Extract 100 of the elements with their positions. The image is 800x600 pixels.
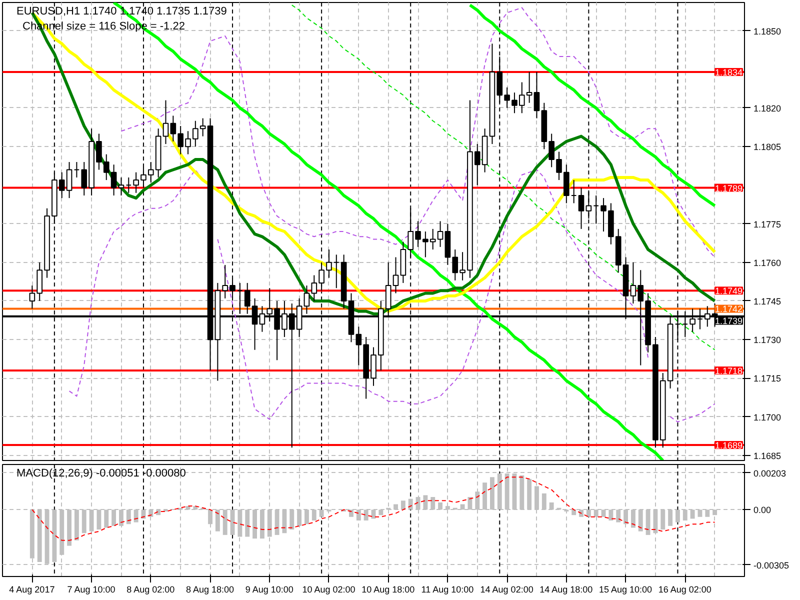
bar [490,477,494,510]
bar [400,500,406,510]
x-tick-label: 4 Aug 2017 [9,584,55,594]
bar [148,510,154,517]
bar [408,498,413,510]
bar [222,510,228,535]
bar [586,510,591,517]
candlestick [74,162,80,178]
bar [215,510,220,532]
bar [319,510,324,517]
ref-line-label: 1.1834 [714,67,743,78]
bar [260,510,264,539]
bar [608,510,614,520]
x-tick-label: 10 Aug 18:00 [362,584,415,594]
bar [579,510,584,517]
candlestick [126,176,132,194]
bar [624,510,628,524]
y-tick-label: 1.1760 [754,258,782,268]
candlestick [118,176,124,196]
bar [349,510,354,517]
bar [118,510,124,526]
bar [668,510,673,526]
ref-line-label: 1.1739 [714,316,743,326]
x-tick-label: 14 Aug 18:00 [540,584,593,594]
bar [460,504,465,510]
y-tick-label: 1.1685 [754,450,782,461]
ref-line-label: 1.1789 [714,183,743,194]
bar [542,493,546,510]
bar [527,478,532,510]
chart-title: MACD(12,26,9) -0.00051 -0.00080 [16,468,186,480]
bar [230,510,235,535]
bar [274,510,280,535]
y-tick-label: -0.00305 [754,560,790,570]
x-tick-label: 7 Aug 10:00 [67,584,116,594]
bar [74,510,79,540]
y-tick-label: 1.1730 [754,335,782,346]
bar [534,486,539,510]
bar [438,502,443,510]
bar [549,502,554,510]
bar [67,510,72,546]
bar [312,510,316,520]
line-series [468,4,716,208]
y-tick-label: 1.1745 [754,296,782,306]
x-tick-label: 11 Aug 10:00 [421,584,474,594]
bar [646,510,650,535]
x-tick-label: 10 Aug 02:00 [302,584,356,594]
ref-line-label: 1.1689 [714,440,743,451]
bar [423,495,428,510]
bar [82,510,86,534]
bar [468,497,472,510]
bar [245,510,250,537]
bar [112,510,116,526]
bar [430,497,436,510]
bar [682,510,688,520]
bar [37,510,42,562]
bar [267,510,272,537]
bar [304,510,309,524]
bar [594,510,598,517]
y-tick-label: 1.1805 [754,142,782,152]
bar [638,510,643,532]
bar [475,492,480,510]
bar [297,510,302,526]
y-tick-label: 0.00203 [754,468,786,478]
y-tick-label: 1.1700 [754,412,782,422]
bar [520,475,524,510]
x-tick-label: 15 Aug 10:00 [599,584,652,594]
candlestick [593,194,600,224]
bar [698,510,702,517]
line-series [120,7,716,258]
bar [238,510,242,537]
y-tick-label: 1.1850 [754,26,782,36]
bar [572,510,576,516]
ref-line-label: 1.1749 [714,286,743,296]
bar [60,510,64,555]
bar [705,510,710,517]
candlestick [333,254,340,289]
bar [104,510,109,528]
bar [126,510,131,524]
x-tick-label: 8 Aug 02:00 [126,584,175,594]
y-tick-label: 1.1775 [754,219,782,230]
bar [482,482,488,510]
bar [364,510,368,520]
bar [675,510,680,522]
bar [378,510,384,516]
bar [252,510,258,539]
candlestick [578,187,584,230]
bar [653,510,658,534]
bar [394,504,398,510]
bar [445,506,450,510]
bar [630,510,636,528]
x-tick-label: 8 Aug 18:00 [186,584,234,594]
y-tick-label: 1.1715 [754,374,782,384]
bar [96,510,102,530]
x-tick-label: 14 Aug 02:00 [480,584,534,594]
line-series [291,4,716,350]
bar [156,510,161,516]
bar [89,510,94,532]
bar [208,510,212,524]
bar [282,510,287,534]
bar [690,510,695,519]
